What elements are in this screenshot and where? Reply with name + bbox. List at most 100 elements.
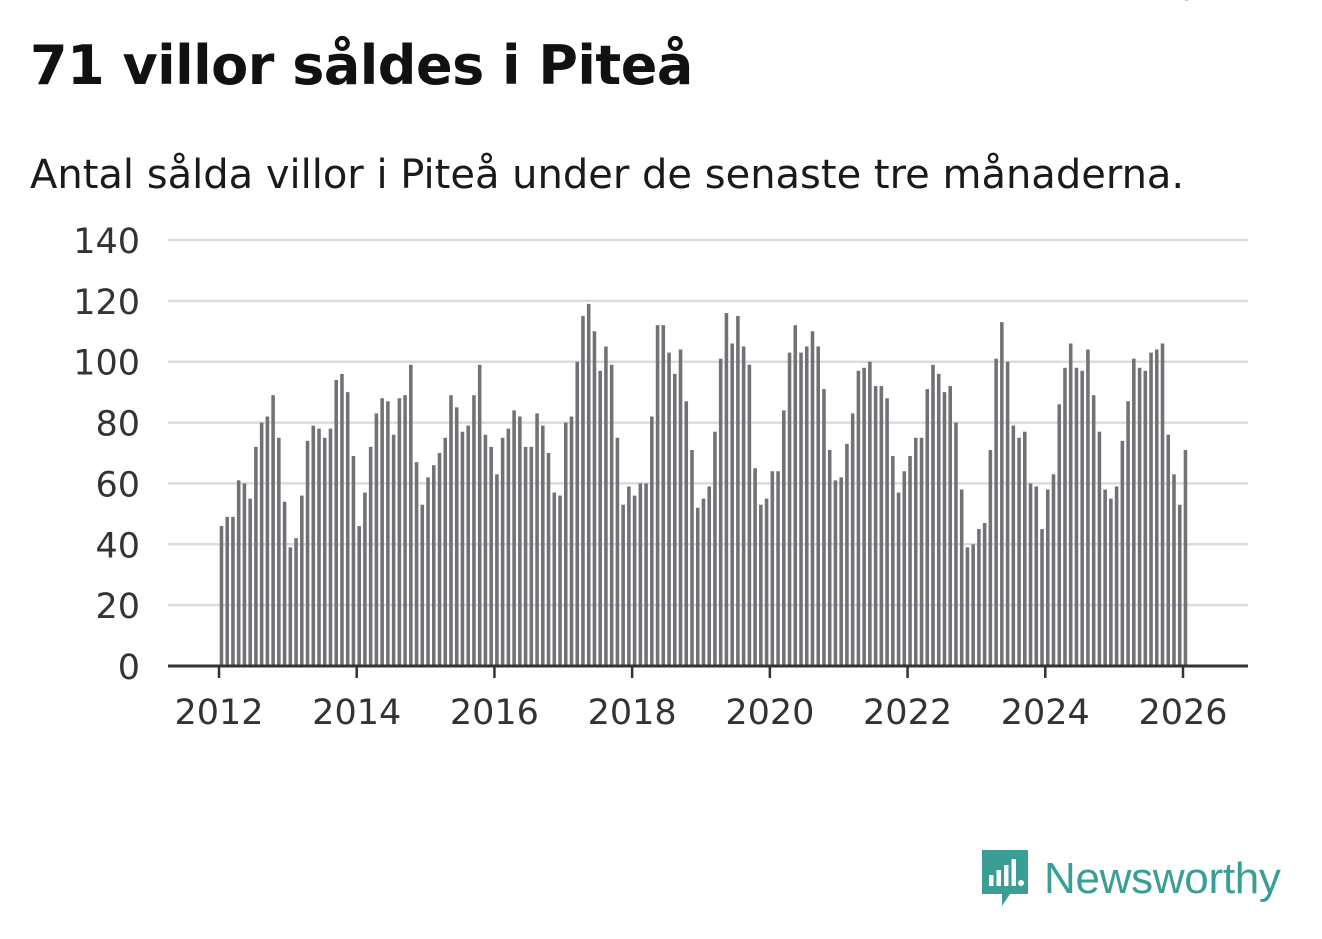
bar: [1011, 425, 1016, 666]
y-tick-label: 120: [73, 283, 140, 323]
bar: [317, 428, 321, 666]
x-tick-label: 2014: [312, 693, 401, 733]
bar: [741, 346, 746, 666]
bar: [736, 316, 740, 666]
bar: [282, 501, 287, 666]
bar: [380, 398, 384, 666]
bar: [793, 325, 798, 666]
bar: [334, 379, 339, 666]
bar: [466, 425, 470, 666]
bar: [1086, 349, 1090, 666]
bar: [1166, 434, 1171, 666]
bar: [661, 325, 666, 666]
bar: [1097, 431, 1102, 666]
bar: [420, 504, 425, 666]
bar: [873, 386, 878, 666]
bar: [236, 480, 241, 666]
bar: [305, 440, 310, 666]
brand-name: Newsworthy: [1044, 854, 1281, 903]
bar: [541, 425, 545, 666]
bar: [454, 407, 459, 666]
bar: [770, 471, 775, 666]
bar: [374, 413, 379, 666]
bar: [340, 373, 344, 666]
bar: [914, 437, 918, 666]
bar: [1109, 498, 1113, 666]
bar: [409, 364, 413, 666]
bar: [1177, 504, 1182, 666]
bar: [724, 313, 729, 666]
x-tick-label: 2012: [174, 693, 263, 733]
bar: [1057, 404, 1062, 666]
x-tick-label: 2026: [1138, 693, 1227, 733]
x-tick-label: 2016: [450, 693, 539, 733]
bar: [552, 492, 557, 666]
bar: [644, 483, 648, 666]
bar: [690, 449, 694, 666]
y-tick-label: 20: [95, 587, 140, 627]
bar: [529, 446, 534, 666]
bar: [650, 416, 654, 666]
bar: [896, 492, 901, 666]
x-tick-label: 2018: [588, 693, 677, 733]
bar: [1068, 343, 1073, 666]
bar: [604, 346, 608, 666]
bar: [1028, 483, 1033, 666]
bars: [219, 303, 1188, 666]
annotation-label: 71: [1179, 0, 1218, 8]
bar: [902, 471, 907, 666]
bar: [1051, 474, 1056, 666]
bar: [592, 331, 597, 666]
bar: [919, 437, 924, 666]
bar: [942, 392, 947, 666]
bar: [856, 370, 861, 666]
bar: [231, 516, 235, 666]
bar: [328, 428, 333, 666]
bar: [523, 446, 528, 666]
bar: [965, 547, 970, 666]
bar: [357, 526, 361, 666]
bar: [489, 446, 493, 666]
bar: [363, 492, 367, 666]
bar-chart: 0 20 40 60 80 100 120 140 2012 2014 2016 2018 2020 20…: [73, 0, 1248, 733]
bar: [1023, 431, 1027, 666]
bar: [271, 395, 275, 666]
bar: [1120, 440, 1125, 666]
bar: [862, 367, 866, 666]
bar: [977, 529, 981, 666]
bar: [1017, 437, 1021, 666]
bar: [437, 453, 442, 666]
bar: [1137, 367, 1142, 666]
bar: [495, 474, 499, 666]
bar: [1143, 370, 1148, 666]
bar: [994, 358, 998, 666]
bar: [460, 431, 465, 666]
bar: [931, 364, 935, 666]
bar: [988, 449, 993, 666]
bar: [627, 486, 631, 666]
bar: [1091, 395, 1096, 666]
bar: [982, 522, 987, 666]
bar: [782, 410, 786, 666]
bar: [1160, 343, 1165, 666]
bar: [845, 443, 849, 666]
bar: [1040, 529, 1044, 666]
bar: [799, 352, 803, 666]
bar: [868, 361, 872, 666]
bar: [1063, 367, 1067, 666]
bar: [1074, 367, 1079, 666]
bar: [432, 465, 436, 666]
bar: [483, 434, 488, 666]
bar: [1172, 474, 1176, 666]
bar: [753, 468, 757, 666]
y-tick-label: 60: [95, 465, 140, 505]
brand-logo[interactable]: Newsworthy: [980, 848, 1281, 910]
bar: [1114, 486, 1119, 666]
bar: [678, 349, 683, 666]
bar: [879, 386, 884, 666]
bar: [368, 446, 373, 666]
bar: [764, 498, 769, 666]
bar: [248, 498, 252, 666]
bar: [581, 316, 585, 666]
chart-title: 71 villor såldes i Piteå: [30, 34, 693, 97]
